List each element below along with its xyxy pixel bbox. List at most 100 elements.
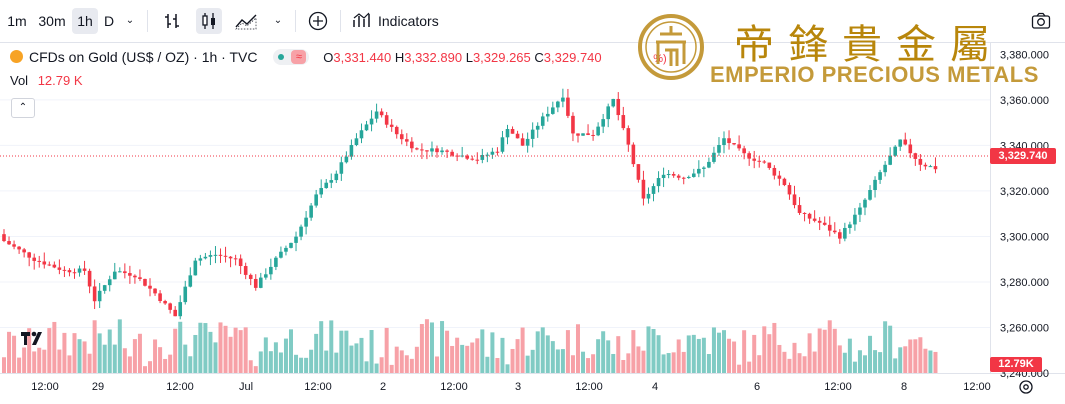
low-value: 3,329.265 <box>472 50 531 65</box>
volume-bar <box>32 351 37 373</box>
volume-bar <box>933 351 938 373</box>
snapshot-camera-icon[interactable] <box>1028 8 1054 34</box>
timeframe-30m[interactable]: 30m <box>38 13 66 29</box>
candle-body <box>747 153 751 159</box>
volume-bar <box>873 350 878 373</box>
candle-body <box>843 227 847 239</box>
candle-body <box>92 286 97 302</box>
volume-bar <box>676 339 681 373</box>
candle-body <box>671 174 676 176</box>
candle-body <box>349 145 354 157</box>
volume-bar <box>878 352 883 373</box>
candles-chart-type-icon[interactable] <box>196 8 222 34</box>
volume-bar <box>913 339 918 373</box>
candle-body <box>12 244 16 247</box>
candle-body <box>515 133 520 139</box>
time-axis-label: 6 <box>754 381 760 393</box>
volume-bar <box>646 326 651 373</box>
candle-body <box>77 268 82 273</box>
time-axis-label: 29 <box>92 381 104 393</box>
timeframe-d[interactable]: D <box>103 13 115 29</box>
candle-body <box>520 138 525 146</box>
timeframe-1h[interactable]: 1h <box>72 8 98 34</box>
candle-body <box>551 107 555 114</box>
volume-bar <box>505 364 510 373</box>
candle-body <box>601 119 605 127</box>
volume-bar <box>354 343 359 373</box>
candle-body <box>505 129 510 138</box>
volume-bar <box>223 325 228 373</box>
volume-bar <box>117 319 122 373</box>
chart-type-dropdown-icon[interactable]: ⌄ <box>273 15 283 26</box>
volume-bar <box>12 335 17 373</box>
market-status-icon[interactable]: ≈ <box>273 49 310 65</box>
price-axis-label: 3,260.000 <box>1000 322 1049 334</box>
volume-bar <box>62 332 67 373</box>
volume-bar <box>601 331 606 373</box>
volume-bar <box>827 320 832 373</box>
candle-body <box>430 148 434 152</box>
compare-add-icon[interactable] <box>305 8 331 34</box>
volume-bar <box>485 356 490 373</box>
candle-body <box>822 222 827 225</box>
time-axis-label: 12:00 <box>575 381 603 393</box>
volume-bar <box>631 330 636 373</box>
auto-scale-settings-icon[interactable] <box>1019 380 1033 394</box>
candle-body <box>732 143 736 145</box>
candle-body <box>450 151 454 156</box>
candle-body <box>178 302 183 317</box>
candle-body <box>47 264 52 266</box>
high-value: 3,332.890 <box>404 50 463 65</box>
candle-body <box>440 150 444 153</box>
collapse-legend-button[interactable]: ⌃ <box>11 98 35 118</box>
candle-body <box>258 277 263 288</box>
candle-body <box>143 278 147 286</box>
volume-bar <box>661 354 666 373</box>
volume-bar <box>575 324 580 373</box>
chevron-down-icon[interactable]: ⌄ <box>125 15 135 26</box>
candle-body <box>832 230 837 233</box>
timeframe-1m[interactable]: 1m <box>7 13 27 29</box>
candle-body <box>893 146 897 156</box>
volume-bar <box>137 333 142 373</box>
candle-body <box>666 174 671 176</box>
candle-body <box>314 194 318 206</box>
volume-bar <box>747 361 752 373</box>
volume-bar <box>495 358 500 373</box>
volume-bar <box>918 337 923 373</box>
volume-bar <box>636 346 641 373</box>
high-label: H <box>394 50 405 65</box>
indicators-button[interactable]: Indicators <box>352 8 448 34</box>
bar-chart-type-icon[interactable] <box>160 8 184 34</box>
tradingview-logo[interactable] <box>20 330 46 348</box>
volume-bar <box>238 330 243 373</box>
symbol-title[interactable]: CFDs on Gold (US$ / OZ) · 1h · TVC <box>29 49 258 65</box>
volume-bar <box>67 355 72 373</box>
volume-bar <box>258 351 263 373</box>
volume-bar <box>299 357 304 373</box>
volume-bar <box>47 328 52 373</box>
area-chart-type-icon[interactable] <box>232 8 260 34</box>
volume-bar <box>142 366 147 373</box>
volume-label[interactable]: Vol <box>10 73 29 88</box>
candle-body <box>636 164 641 180</box>
volume-bar <box>37 347 42 373</box>
candle-body <box>631 144 636 165</box>
volume-bar <box>163 358 168 373</box>
candle-body <box>475 159 480 161</box>
volume-bar <box>807 333 812 373</box>
volume-bar <box>737 364 742 373</box>
volume-bar <box>283 338 288 373</box>
candle-body <box>410 141 414 149</box>
candle-body <box>661 174 666 179</box>
candle-body <box>933 166 938 170</box>
volume-bar <box>616 336 621 373</box>
candle-body <box>133 275 137 278</box>
volume-bar <box>802 356 807 373</box>
candle-body <box>213 254 218 256</box>
volume-bar <box>440 321 445 373</box>
volume-bar <box>92 320 97 373</box>
volume-bar <box>148 361 153 373</box>
volume-bar <box>792 342 797 373</box>
